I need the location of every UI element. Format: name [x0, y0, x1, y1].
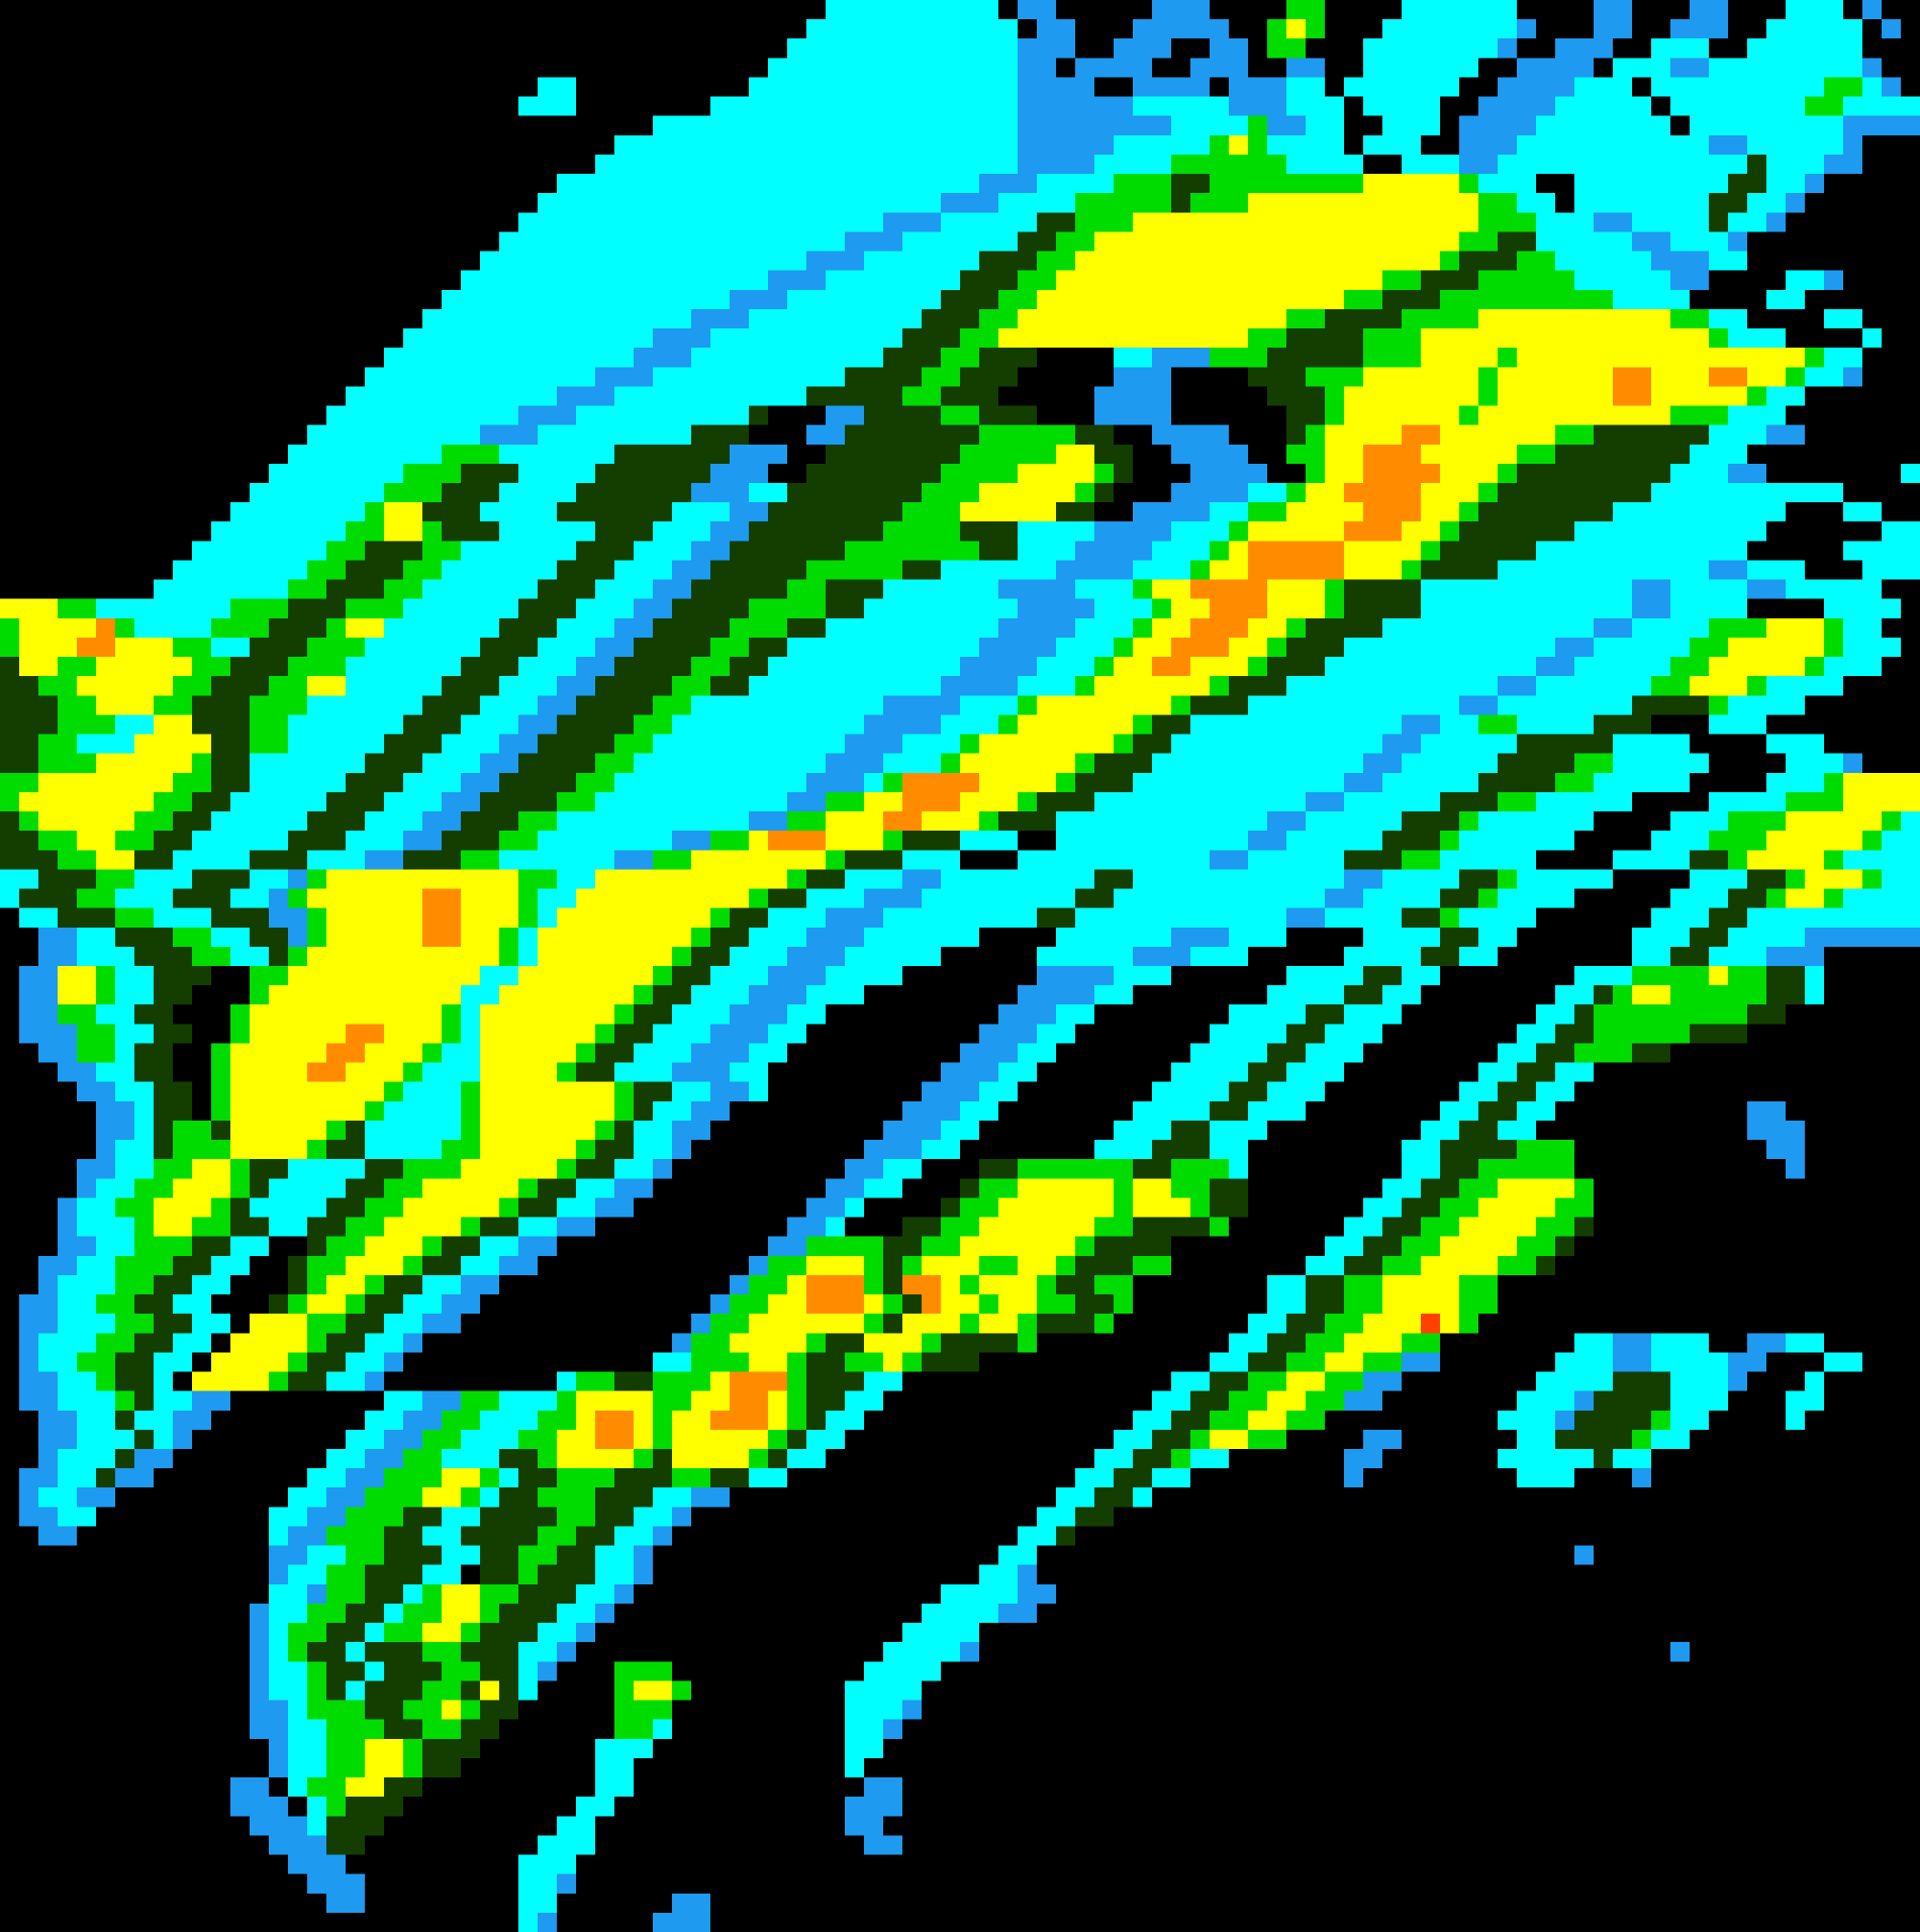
radar-raster	[0, 0, 1920, 1932]
weather-radar-image	[0, 0, 1920, 1932]
